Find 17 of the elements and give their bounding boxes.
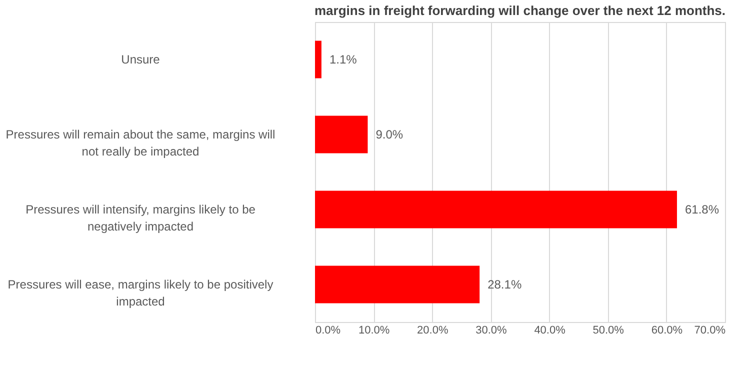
x-tick-label: 60.0%: [651, 324, 683, 336]
data-label: 9.0%: [376, 128, 404, 142]
x-tick-label: 10.0%: [358, 324, 390, 336]
x-tick-label: 70.0%: [694, 324, 726, 336]
data-label: 1.1%: [329, 52, 358, 66]
x-tick-label: 50.0%: [592, 324, 624, 336]
y-tick-label: Unsure: [121, 52, 160, 66]
chart-title: margins in freight forwarding will change over the next 12 months.: [314, 3, 726, 18]
data-label: 28.1%: [488, 278, 522, 292]
y-tick-label: Pressures will intensify, margins likely to be negatively impacted: [26, 202, 256, 234]
x-tick-label: 20.0%: [417, 324, 448, 336]
x-tick-label: 0.0%: [316, 324, 341, 336]
x-tick-label: 30.0%: [476, 324, 508, 336]
y-tick-label: Pressures will remain about the same, margins will not really be impacted: [6, 128, 276, 158]
x-tick-label: 40.0%: [534, 324, 566, 336]
data-label: 61.8%: [684, 202, 720, 216]
y-tick-label: Pressures will ease, margins likely to be positively impacted: [8, 278, 274, 308]
